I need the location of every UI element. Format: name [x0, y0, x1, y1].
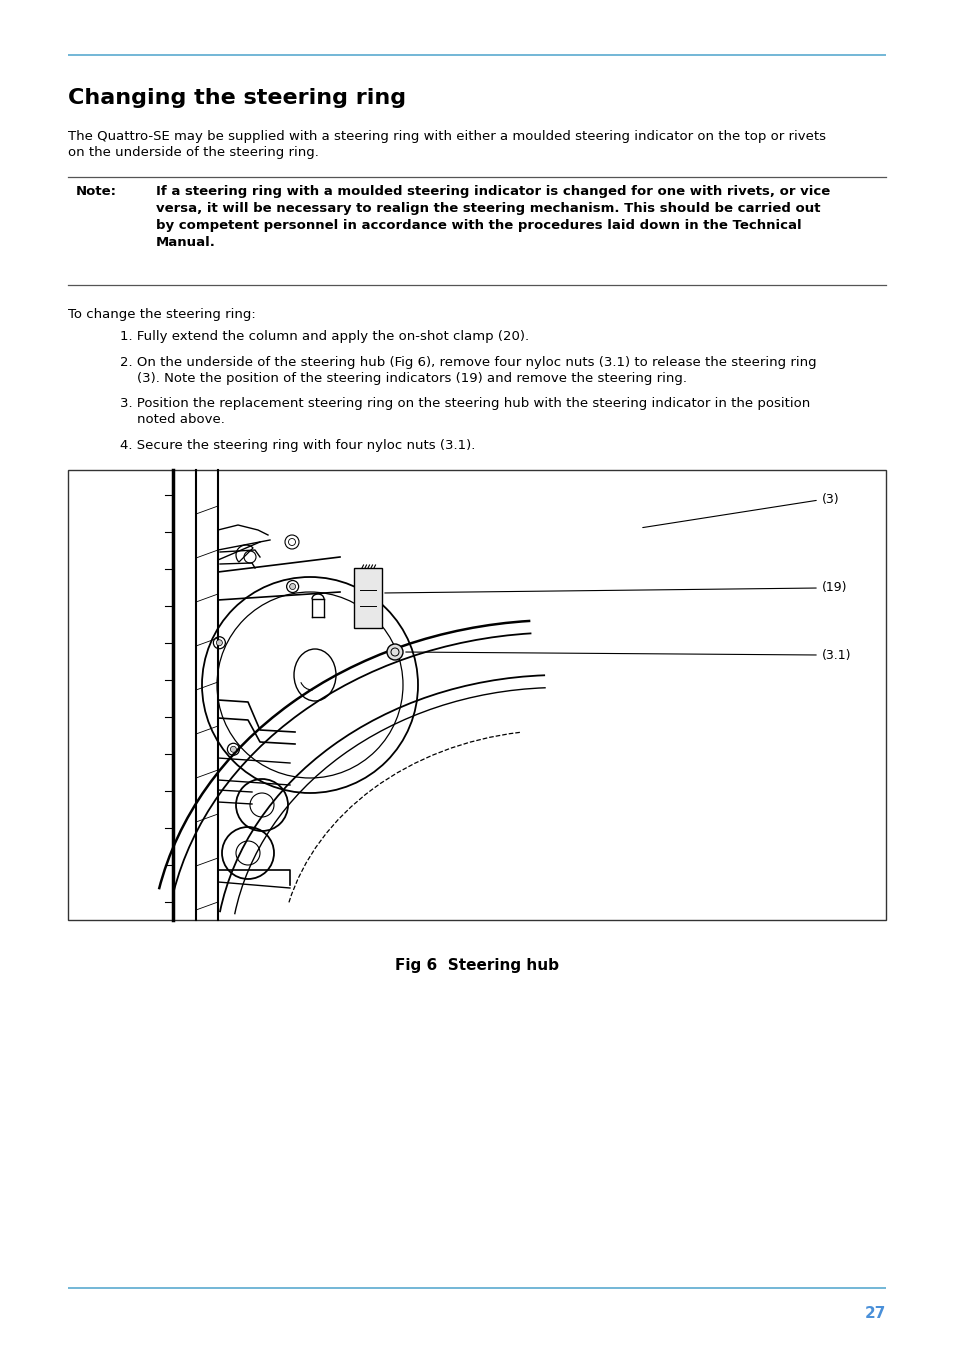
Text: (19): (19): [821, 582, 846, 594]
Text: versa, it will be necessary to realign the steering mechanism. This should be ca: versa, it will be necessary to realign t…: [156, 202, 820, 215]
Text: 2. On the underside of the steering hub (Fig 6), remove four nyloc nuts (3.1) to: 2. On the underside of the steering hub …: [120, 355, 816, 369]
Circle shape: [371, 605, 376, 612]
Text: Manual.: Manual.: [156, 236, 215, 248]
Text: by competent personnel in accordance with the procedures laid down in the Techni: by competent personnel in accordance wit…: [156, 219, 801, 232]
Bar: [354, 568, 381, 628]
Text: To change the steering ring:: To change the steering ring:: [68, 308, 255, 321]
Text: If a steering ring with a moulded steering indicator is changed for one with riv: If a steering ring with a moulded steeri…: [156, 185, 829, 198]
Circle shape: [290, 583, 295, 590]
Circle shape: [231, 747, 236, 752]
Text: 3. Position the replacement steering ring on the steering hub with the steering : 3. Position the replacement steering rin…: [120, 397, 809, 410]
Text: on the underside of the steering ring.: on the underside of the steering ring.: [68, 146, 318, 159]
Text: 27: 27: [863, 1305, 885, 1322]
Bar: [68, 470, 885, 919]
Circle shape: [216, 640, 222, 645]
Text: 1. Fully extend the column and apply the on-shot clamp (20).: 1. Fully extend the column and apply the…: [120, 329, 529, 343]
Text: Fig 6  Steering hub: Fig 6 Steering hub: [395, 958, 558, 973]
Circle shape: [387, 644, 402, 660]
Text: (3.1): (3.1): [821, 648, 851, 662]
Text: 4. Secure the steering ring with four nyloc nuts (3.1).: 4. Secure the steering ring with four ny…: [120, 439, 475, 452]
Text: noted above.: noted above.: [120, 413, 225, 427]
Text: The Quattro-SE may be supplied with a steering ring with either a moulded steeri: The Quattro-SE may be supplied with a st…: [68, 130, 825, 143]
Text: Note:: Note:: [76, 185, 117, 198]
Text: (3): (3): [821, 494, 839, 506]
Text: Changing the steering ring: Changing the steering ring: [68, 88, 406, 108]
Text: (3). Note the position of the steering indicators (19) and remove the steering r: (3). Note the position of the steering i…: [120, 371, 686, 385]
